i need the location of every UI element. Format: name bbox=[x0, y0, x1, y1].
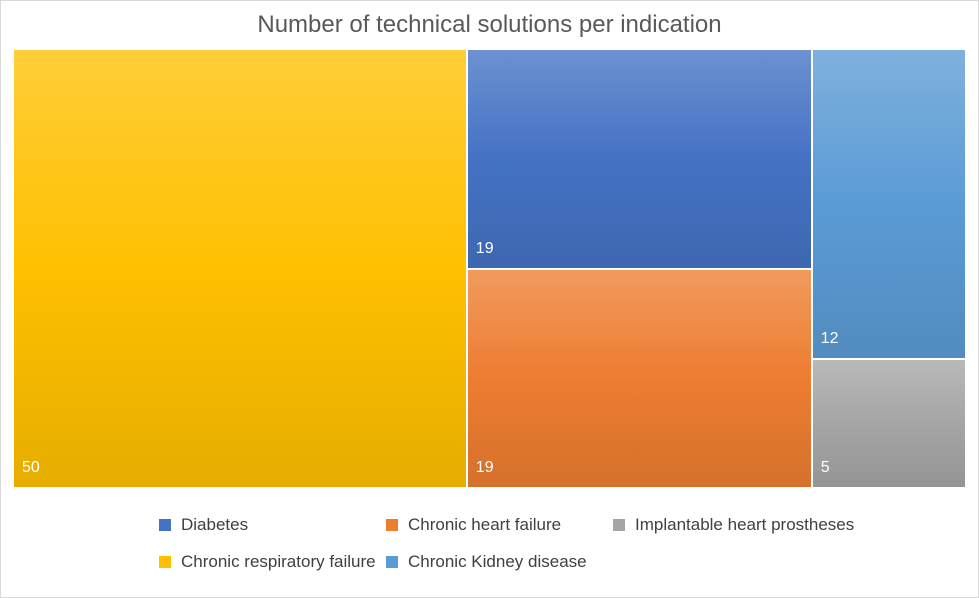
legend-item: Implantable heart prostheses bbox=[613, 515, 854, 535]
legend-swatch bbox=[386, 519, 398, 531]
treemap-tile-implantable-heart-prostheses: 5 bbox=[811, 358, 966, 488]
legend-swatch bbox=[386, 556, 398, 568]
legend-label: Chronic Kidney disease bbox=[408, 552, 587, 571]
legend-label: Chronic heart failure bbox=[408, 515, 562, 534]
data-label: 12 bbox=[820, 329, 839, 347]
legend-label: Diabetes bbox=[181, 515, 249, 534]
legend-item: Diabetes bbox=[159, 515, 248, 535]
legend-label: Implantable heart prostheses bbox=[635, 515, 855, 534]
treemap-tile-chronic-kidney-disease: 12 bbox=[811, 49, 966, 359]
legend-item: Chronic respiratory failure bbox=[159, 552, 376, 572]
legend-item: Chronic Kidney disease bbox=[386, 552, 587, 572]
legend-item: Chronic heart failure bbox=[386, 515, 561, 535]
data-label: 50 bbox=[22, 459, 40, 476]
treemap-tile-chronic-respiratory-failure: 50 bbox=[13, 49, 467, 488]
legend-swatch bbox=[159, 556, 171, 568]
chart-title: Number of technical solutions per indica… bbox=[257, 11, 722, 38]
treemap-tile-chronic-heart-failure: 19 bbox=[466, 268, 812, 488]
treemap-plot-area: 50 19 19 12 5 bbox=[13, 49, 966, 488]
legend: Diabetes Chronic heart failure Implantable… bbox=[1, 501, 978, 591]
data-label: 5 bbox=[820, 458, 830, 476]
legend-swatch bbox=[159, 519, 171, 531]
legend-swatch bbox=[613, 519, 625, 531]
treemap-tile-diabetes: 19 bbox=[466, 49, 812, 269]
legend-label: Chronic respiratory failure bbox=[181, 552, 376, 571]
data-label: 19 bbox=[475, 459, 494, 476]
data-label: 19 bbox=[475, 239, 494, 257]
